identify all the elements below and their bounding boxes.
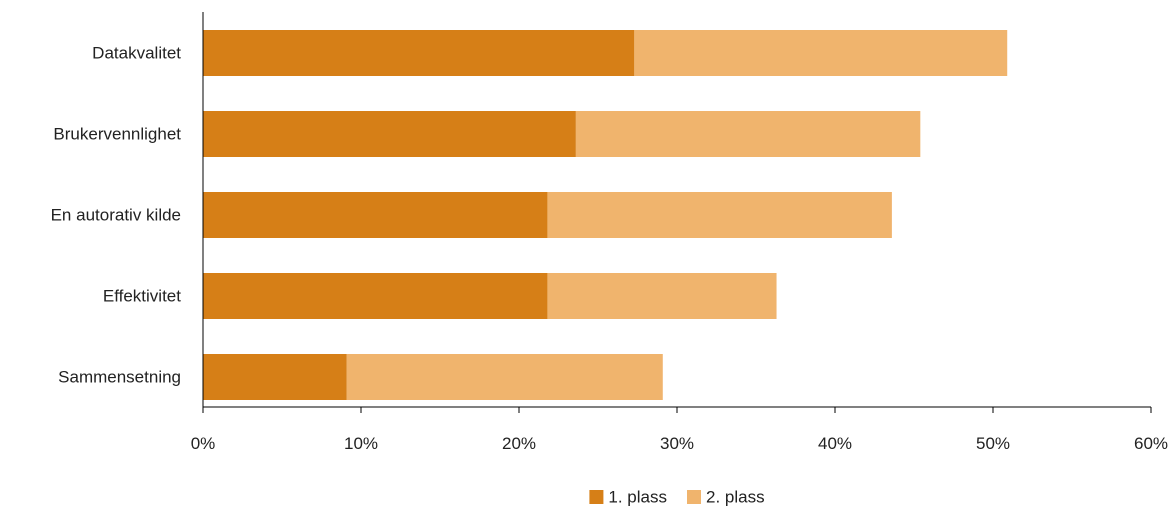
- category-label-brukervennlighet: Brukervennlighet: [53, 125, 181, 144]
- category-label-en-autorativ-kilde: En autorativ kilde: [51, 206, 181, 225]
- bar-brukervennlighet-series-2: [575, 111, 921, 157]
- bar-datakvalitet-series-2: [634, 30, 1008, 76]
- bar-datakvalitet-series-1: [203, 30, 635, 76]
- x-tick-label-0: 0%: [191, 434, 216, 453]
- bar-en-autorativ-kilde-series-2: [547, 192, 892, 238]
- bar-effektivitet-series-1: [203, 273, 548, 319]
- legend-swatch-series-2: [687, 490, 701, 504]
- bar-en-autorativ-kilde-series-1: [203, 192, 548, 238]
- x-tick-label-50: 50%: [976, 434, 1010, 453]
- x-tick-label-20: 20%: [502, 434, 536, 453]
- legend-swatch-series-1: [589, 490, 604, 504]
- category-label-sammensetning: Sammensetning: [58, 368, 181, 387]
- legend: 1. plass 2. plass: [589, 488, 765, 507]
- x-tick-label-30: 30%: [660, 434, 694, 453]
- bar-brukervennlighet-series-1: [203, 111, 576, 157]
- category-label-effektivitet: Effektivitet: [103, 287, 181, 306]
- x-axis-ticks: 0% 10% 20% 30% 40% 50% 60%: [191, 407, 1168, 453]
- x-tick-label-60: 60%: [1134, 434, 1168, 453]
- bar-sammensetning-series-1: [203, 354, 347, 400]
- x-tick-label-40: 40%: [818, 434, 852, 453]
- x-tick-label-10: 10%: [344, 434, 378, 453]
- bars-layer: [203, 30, 1008, 400]
- legend-label-series-1: 1. plass: [608, 488, 667, 507]
- category-label-datakvalitet: Datakvalitet: [92, 44, 181, 63]
- bar-effektivitet-series-2: [547, 273, 777, 319]
- category-labels: Datakvalitet Brukervennlighet En autorativ…: [51, 44, 182, 387]
- bar-sammensetning-series-2: [346, 354, 663, 400]
- legend-label-series-2: 2. plass: [706, 488, 765, 507]
